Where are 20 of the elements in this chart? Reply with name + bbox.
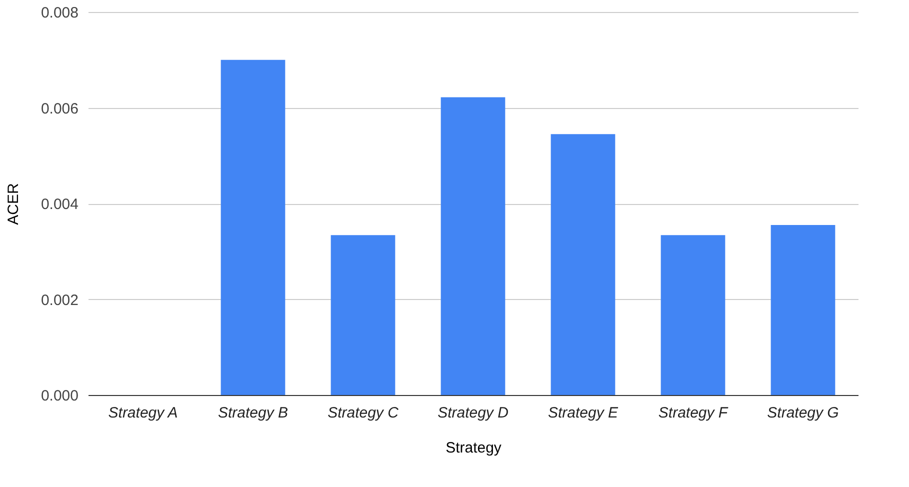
bar: [440, 97, 506, 395]
x-tick-label: Strategy F: [658, 404, 728, 422]
x-axis-title: Strategy: [446, 440, 502, 456]
bar: [220, 60, 286, 395]
bar: [330, 235, 396, 395]
x-tick-label: Strategy E: [548, 404, 620, 422]
x-tick-label: Strategy C: [328, 404, 399, 422]
y-tick-label: 0.000: [40, 388, 78, 404]
y-axis-title: ACER: [4, 183, 22, 225]
x-tick-label: Strategy A: [108, 404, 178, 422]
bar: [660, 235, 726, 395]
x-tick-label: Strategy D: [438, 404, 509, 422]
y-tick-label: 0.006: [40, 100, 78, 118]
y-tick-label: 0.008: [40, 4, 78, 22]
bar: [550, 134, 616, 395]
y-tick-label: 0.004: [40, 196, 78, 213]
bar: [770, 225, 836, 395]
y-tick-label: 0.002: [40, 292, 78, 309]
x-tick-label: Strategy B: [218, 404, 288, 422]
x-tick-label: Strategy G: [767, 404, 840, 422]
